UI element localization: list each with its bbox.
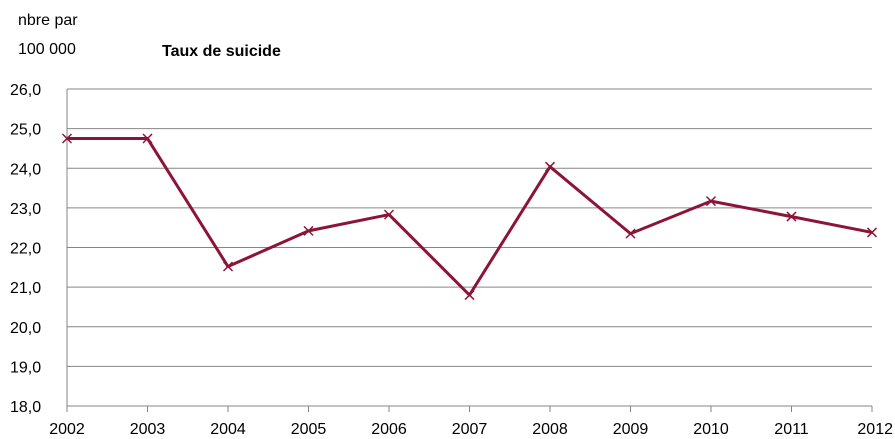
data-point [625,228,636,239]
marker-stroke [786,211,797,222]
data-point [464,290,475,301]
y-tick-label: 26,0 [10,82,41,99]
axes [66,89,873,412]
marker-stroke [625,228,636,239]
y-axis-label-line-1: nbre par [18,12,78,29]
data-point [786,211,797,222]
y-tick-label: 23,0 [10,201,41,218]
x-tick-label: 2008 [532,421,568,438]
y-tick-label: 18,0 [10,399,41,416]
y-axis-label-line-2: 100 000 [18,41,76,58]
gridlines [67,88,872,367]
data-point [222,261,234,272]
y-tick-label: 24,0 [10,161,41,178]
marker-stroke [142,133,153,144]
marker-stroke [544,161,556,172]
data-point [61,133,73,144]
tick-labels: 18,0 19,0 20,0 21,0 22,0 23,0 24,0 25,0 26,0 2002… [10,82,893,438]
marker-stroke [464,290,475,301]
x-tick-label: 2012 [857,421,893,438]
series-layer [61,133,878,301]
series-line [67,137,873,297]
x-tick-label: 2007 [452,421,488,438]
marker-stroke [705,196,717,207]
marker-stroke [383,209,395,220]
x-tick-label: 2002 [49,421,85,438]
y-tick-label: 21,0 [10,280,41,297]
x-tick-label: 2006 [371,421,407,438]
x-tick-label: 2003 [130,421,166,438]
data-point [866,227,878,238]
data-point [383,209,395,220]
marker-stroke [61,133,73,144]
marker-stroke [866,227,878,238]
y-tick-label: 20,0 [10,320,41,337]
x-tick-label: 2010 [693,421,729,438]
x-tick-label: 2011 [774,421,809,438]
marker-stroke [222,261,234,272]
x-tick-label: 2005 [291,421,327,438]
x-tick-label: 2004 [210,421,246,438]
data-point [142,133,153,144]
data-point [303,225,314,236]
data-point [544,161,556,172]
chart-title: Taux de suicide [162,43,281,60]
y-tick-label: 25,0 [10,122,41,139]
y-tick-label: 19,0 [10,359,41,376]
y-tick-label: 22,0 [10,241,41,258]
marker-stroke [303,225,314,236]
x-tick-label: 2009 [613,421,649,438]
data-point [705,196,717,207]
